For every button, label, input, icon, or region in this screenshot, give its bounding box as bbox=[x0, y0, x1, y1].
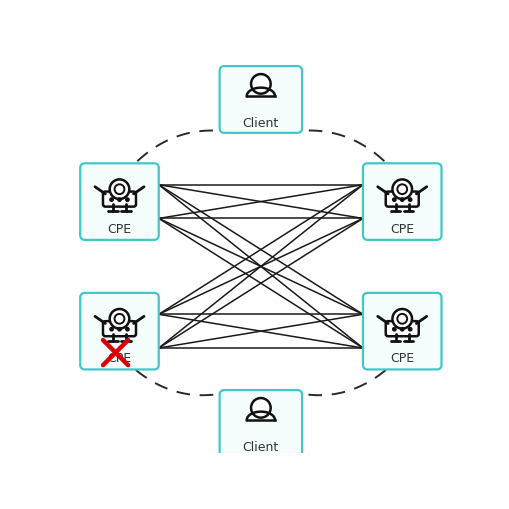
Circle shape bbox=[118, 199, 121, 202]
FancyBboxPatch shape bbox=[363, 164, 441, 240]
Text: CPE: CPE bbox=[107, 222, 131, 235]
FancyBboxPatch shape bbox=[80, 293, 159, 370]
Circle shape bbox=[115, 314, 124, 324]
FancyBboxPatch shape bbox=[219, 67, 302, 133]
Circle shape bbox=[398, 314, 407, 324]
FancyBboxPatch shape bbox=[103, 192, 136, 207]
Circle shape bbox=[401, 199, 404, 202]
Circle shape bbox=[115, 185, 124, 195]
Circle shape bbox=[401, 328, 404, 331]
FancyBboxPatch shape bbox=[363, 293, 441, 370]
Circle shape bbox=[109, 180, 129, 200]
Circle shape bbox=[251, 75, 271, 95]
Circle shape bbox=[110, 199, 114, 202]
Circle shape bbox=[126, 328, 129, 331]
FancyBboxPatch shape bbox=[386, 192, 419, 207]
Circle shape bbox=[392, 328, 396, 331]
Circle shape bbox=[126, 199, 129, 202]
Circle shape bbox=[110, 328, 114, 331]
Circle shape bbox=[398, 185, 407, 195]
FancyBboxPatch shape bbox=[80, 164, 159, 240]
Circle shape bbox=[408, 328, 412, 331]
Circle shape bbox=[251, 398, 271, 418]
FancyBboxPatch shape bbox=[386, 322, 419, 336]
Circle shape bbox=[392, 309, 412, 329]
Text: CPE: CPE bbox=[390, 352, 414, 364]
FancyBboxPatch shape bbox=[219, 390, 302, 457]
Text: CPE: CPE bbox=[390, 222, 414, 235]
Text: Client: Client bbox=[243, 117, 279, 130]
Circle shape bbox=[392, 199, 396, 202]
Circle shape bbox=[392, 180, 412, 200]
FancyBboxPatch shape bbox=[103, 322, 136, 336]
Circle shape bbox=[408, 199, 412, 202]
Circle shape bbox=[109, 309, 129, 329]
Text: Client: Client bbox=[243, 440, 279, 453]
Circle shape bbox=[118, 328, 121, 331]
Text: CPE: CPE bbox=[107, 352, 131, 364]
